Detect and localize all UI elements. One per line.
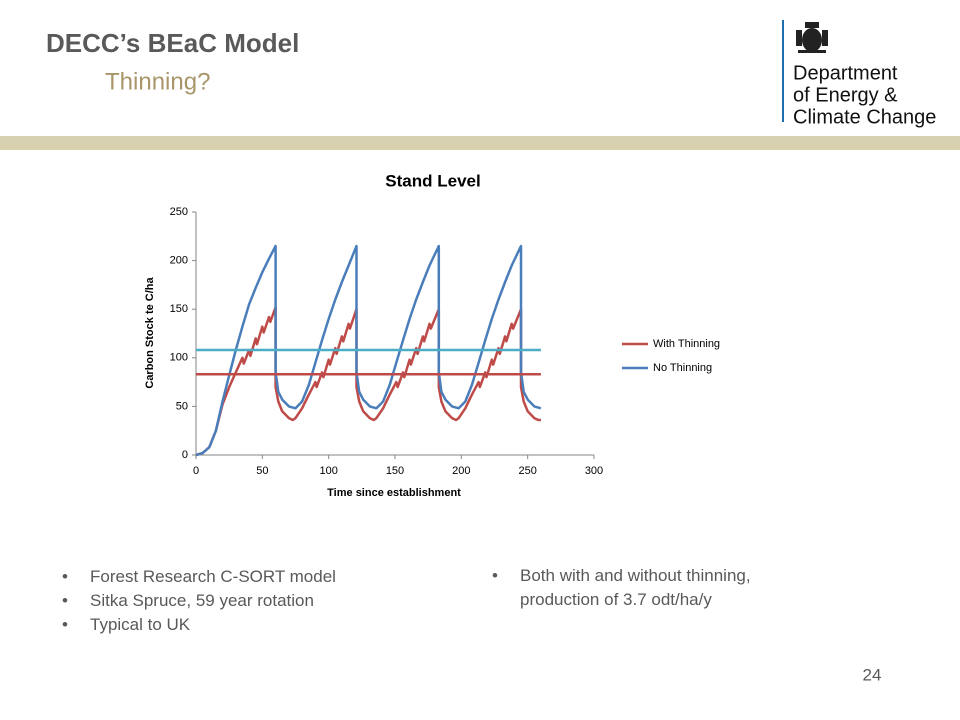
bullet: Both with and without thinning, productio… xyxy=(492,564,751,612)
bullet: Sitka Spruce, 59 year rotation xyxy=(62,589,336,613)
x-axis-label: Time since establishment xyxy=(327,487,461,499)
logo-text: Department xyxy=(793,62,898,84)
page-number: 24 xyxy=(863,665,882,684)
y-tick-label: 50 xyxy=(176,400,188,412)
header-band xyxy=(0,136,960,150)
y-tick-label: 200 xyxy=(170,255,188,267)
logo-text: of Energy & xyxy=(793,84,898,106)
slide-title: DECC’s BEaC Model xyxy=(46,28,299,58)
x-tick-label: 200 xyxy=(452,465,470,477)
y-tick-label: 0 xyxy=(182,449,188,461)
x-tick-label: 250 xyxy=(518,465,536,477)
x-tick-label: 300 xyxy=(585,465,603,477)
x-tick-label: 50 xyxy=(256,465,268,477)
bullet: Typical to UK xyxy=(62,613,336,637)
chart-title: Stand Level xyxy=(385,171,480,190)
y-tick-label: 150 xyxy=(170,303,188,315)
x-tick-label: 150 xyxy=(386,465,404,477)
legend-label: With Thinning xyxy=(653,338,720,350)
bullet: Forest Research C-SORT model xyxy=(62,565,336,589)
x-tick-label: 100 xyxy=(319,465,337,477)
y-axis-label: Carbon Stock te C/ha xyxy=(144,277,156,389)
series-line xyxy=(195,244,542,457)
y-tick-label: 100 xyxy=(170,352,188,364)
right-bullets: Both with and without thinning, productio… xyxy=(492,564,751,612)
logo-text: Climate Change xyxy=(793,106,936,128)
bullet-line: production of 3.7 odt/ha/y xyxy=(520,590,712,609)
y-tick-label: 250 xyxy=(170,206,188,218)
x-tick-label: 0 xyxy=(193,465,199,477)
crest xyxy=(796,22,828,53)
bullet-line: Both with and without thinning, xyxy=(520,566,751,585)
legend-label: No Thinning xyxy=(653,362,712,374)
series-line xyxy=(195,306,541,457)
left-bullets: Forest Research C-SORT model Sitka Spruc… xyxy=(62,565,336,637)
slide-subtitle: Thinning? xyxy=(105,68,210,95)
